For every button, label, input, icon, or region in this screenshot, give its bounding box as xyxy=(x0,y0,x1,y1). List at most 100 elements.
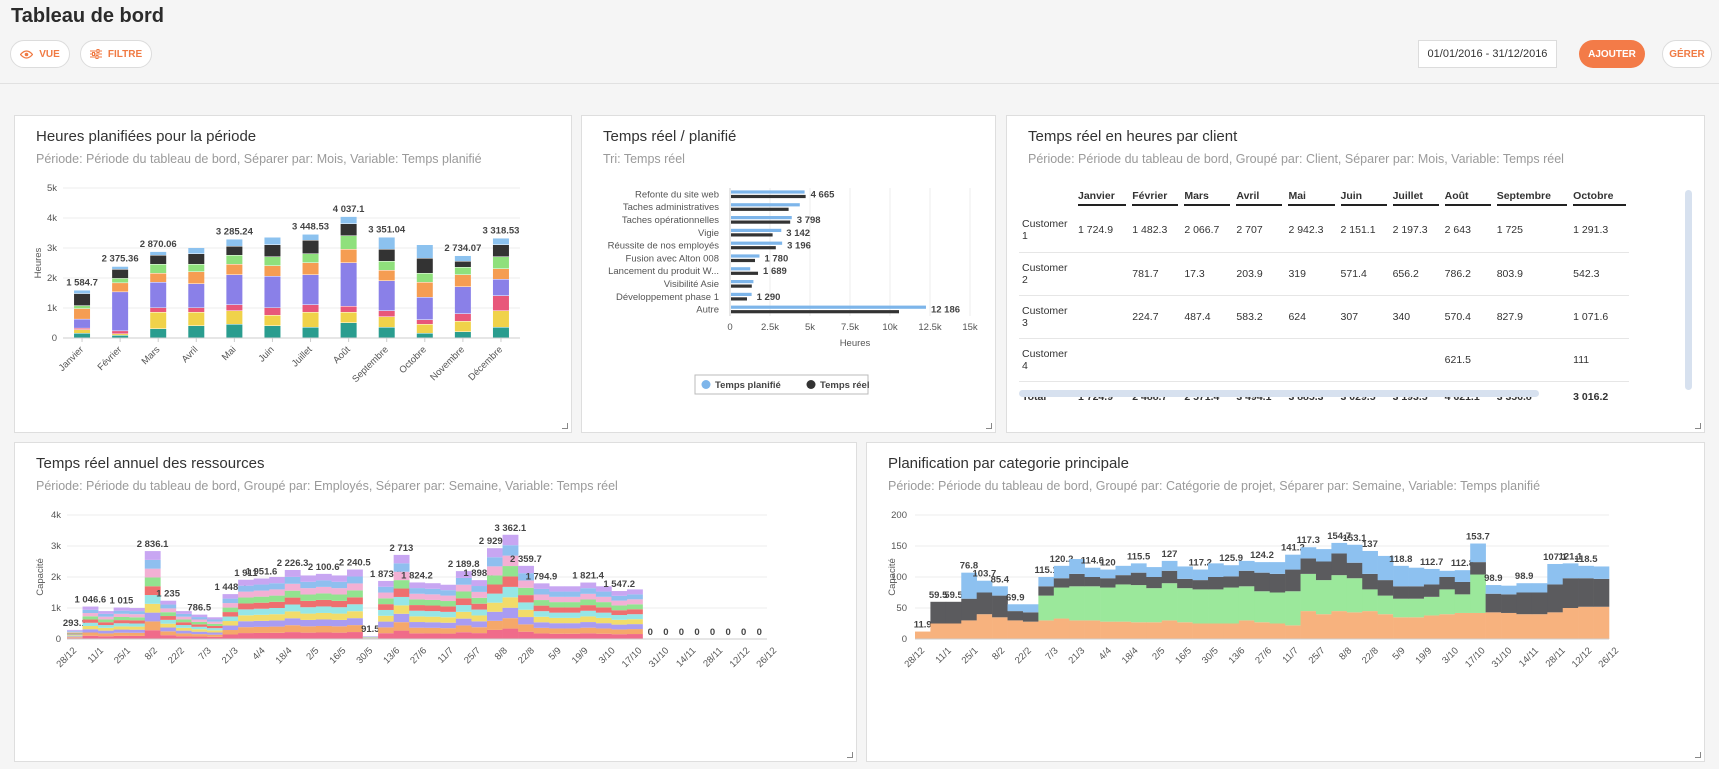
resize-handle[interactable] xyxy=(1695,423,1701,429)
area-segment xyxy=(518,580,534,588)
bar-value-label: 3 196 xyxy=(787,241,811,252)
area-segment xyxy=(1038,620,1055,639)
area-segment xyxy=(378,633,394,639)
bar-segment xyxy=(416,333,433,338)
area-segment xyxy=(502,607,519,619)
column-header[interactable]: Avril xyxy=(1233,186,1285,209)
table-cell: 781.7 xyxy=(1129,252,1182,296)
area-segment xyxy=(580,593,597,600)
area-segment xyxy=(564,591,581,597)
x-tick-label: 12/12 xyxy=(728,645,753,670)
client-hours-table: Janvier Février Mars Avril Mai Juin Juillet Aoû… xyxy=(1019,186,1629,413)
x-tick-label: 13/6 xyxy=(381,645,402,666)
manage-button[interactable]: GÉRER xyxy=(1662,40,1712,68)
bar-total-label: 2 734.07 xyxy=(444,243,481,254)
bar-value-label: 12 186 xyxy=(931,305,960,316)
x-tick-label: 22/2 xyxy=(166,645,187,666)
area-segment xyxy=(315,625,332,633)
bar-segment xyxy=(74,308,91,319)
y-tick-label: Taches opérationnelles xyxy=(622,215,719,226)
area-segment xyxy=(1069,559,1085,574)
column-header[interactable]: Juin xyxy=(1338,186,1390,209)
area-segment xyxy=(1315,614,1332,639)
area-segment xyxy=(1022,612,1039,622)
area-segment xyxy=(331,588,348,595)
area-segment xyxy=(144,621,161,631)
column-header[interactable]: Mars xyxy=(1181,186,1233,209)
area-segment xyxy=(424,588,441,595)
area-segment xyxy=(129,626,146,630)
area-segment xyxy=(440,601,457,607)
filter-button[interactable]: FILTRE xyxy=(80,40,152,68)
area-segment xyxy=(347,569,363,577)
resize-handle[interactable] xyxy=(986,423,992,429)
bar-segment xyxy=(302,275,319,305)
resize-handle[interactable] xyxy=(1695,752,1701,758)
table-cell: 1 071.6 xyxy=(1570,295,1629,339)
area-segment xyxy=(1377,555,1394,581)
table-cell xyxy=(1389,338,1442,382)
horizontal-scrollbar[interactable] xyxy=(1019,390,1539,397)
area-segment xyxy=(67,634,83,636)
column-header[interactable]: Janvier xyxy=(1075,186,1129,209)
area-segment xyxy=(1223,576,1240,588)
area-segment xyxy=(564,617,581,624)
bar-segment xyxy=(112,269,129,279)
column-header-label: Avril xyxy=(1236,190,1283,206)
area-segment xyxy=(440,622,457,629)
area-segment xyxy=(253,590,270,597)
area-segment xyxy=(67,631,83,633)
column-header[interactable]: Octobre xyxy=(1570,186,1629,209)
y-axis-label: Capacité xyxy=(35,558,46,596)
area-segment xyxy=(144,559,161,569)
actual-bar xyxy=(731,258,755,263)
area-segment xyxy=(300,588,317,595)
x-tick-label: 21/3 xyxy=(1066,645,1087,666)
area-segment xyxy=(238,615,254,622)
column-header[interactable]: Juillet xyxy=(1390,186,1442,209)
area-segment xyxy=(1038,577,1055,587)
area-segment xyxy=(144,577,161,587)
y-tick-label: Lancement du produit W... xyxy=(608,266,719,277)
area-segment xyxy=(175,619,192,623)
bar-segment xyxy=(340,236,357,249)
area-segment xyxy=(1470,543,1486,563)
area-segment xyxy=(269,620,286,627)
area-segment xyxy=(1269,562,1286,574)
column-header[interactable]: Mai xyxy=(1285,186,1337,209)
column-header[interactable]: Août xyxy=(1442,186,1494,209)
area-segment xyxy=(409,610,426,617)
table-cell: 583.2 xyxy=(1233,295,1286,339)
area-segment xyxy=(222,612,239,617)
area-segment xyxy=(440,633,457,639)
table-cell: 3 016.2 xyxy=(1573,391,1609,404)
x-tick-label: 21/3 xyxy=(220,645,241,666)
y-tick-label: 100 xyxy=(891,572,907,583)
resize-handle[interactable] xyxy=(562,423,568,429)
area-segment xyxy=(487,584,503,594)
y-tick-label: 2k xyxy=(51,572,61,583)
resize-handle[interactable] xyxy=(847,752,853,758)
date-range-field[interactable]: 01/01/2016 - 31/12/2016 xyxy=(1418,40,1557,68)
area-segment xyxy=(269,577,286,584)
bar-segment xyxy=(188,284,205,308)
page-title: Tableau de bord xyxy=(11,5,164,27)
area-segment xyxy=(1423,596,1440,616)
area-segment xyxy=(564,623,581,629)
x-tick-label: 13/6 xyxy=(1227,645,1248,666)
vertical-scrollbar[interactable] xyxy=(1685,190,1692,390)
table-cell: 3 193.5 xyxy=(1392,391,1428,404)
area-segment xyxy=(471,627,488,634)
area-segment xyxy=(1300,573,1317,612)
area-segment xyxy=(1161,570,1178,584)
point-value-label: 91.5 xyxy=(361,624,380,635)
add-button[interactable]: AJOUTER xyxy=(1579,40,1645,68)
x-tick-label: Mars xyxy=(140,344,163,367)
view-button[interactable]: VUE xyxy=(10,40,70,68)
area-segment xyxy=(1285,554,1301,570)
area-segment xyxy=(502,586,519,598)
area-segment xyxy=(627,619,643,625)
area-segment xyxy=(98,630,114,634)
column-header[interactable]: Septembre xyxy=(1494,186,1570,209)
column-header[interactable]: Février xyxy=(1129,186,1181,209)
